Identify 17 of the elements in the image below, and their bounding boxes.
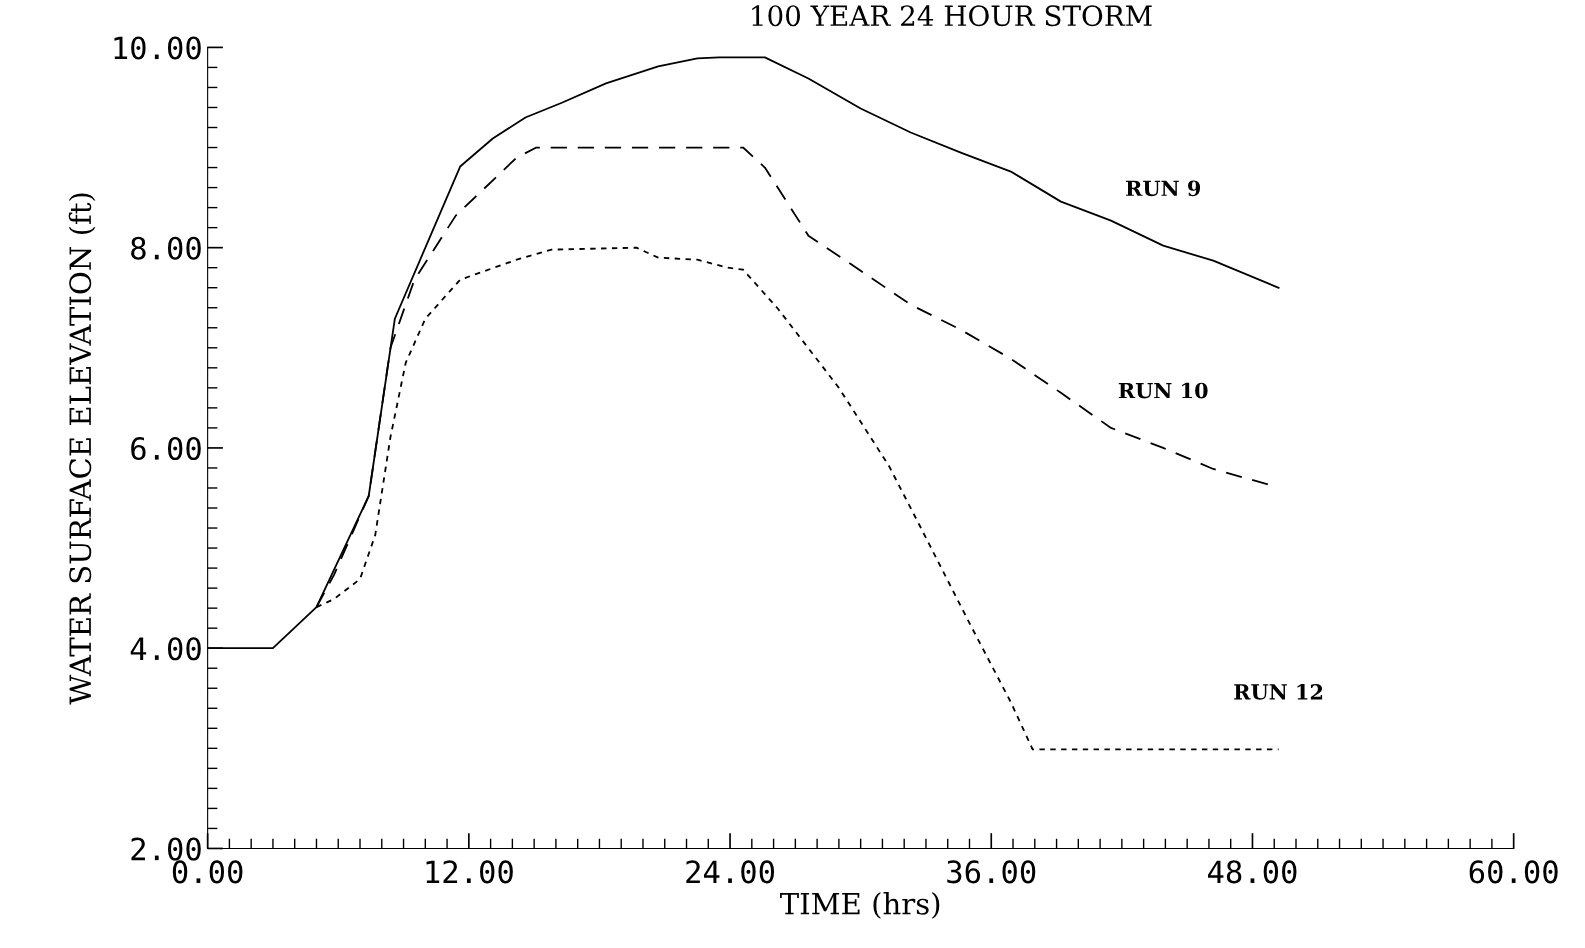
x-tick-label: 12.00 (426, 860, 513, 884)
y-axis-title: WATER SURFACE ELEVATION (ft) (68, 193, 96, 705)
x-tick-label: 24.00 (686, 860, 775, 884)
y-tick-label: 10.00 (114, 36, 201, 60)
x-tick-label: 0.00 (172, 860, 243, 884)
y-tick-label: 2.00 (131, 837, 201, 861)
x-tick-label: 48.00 (1208, 860, 1297, 884)
text: RUN 12 (1234, 684, 1323, 700)
x-tick-label: 36.00 (947, 860, 1036, 884)
y-tick-label: 6.00 (131, 436, 201, 461)
y-tick-label: 8.00 (131, 236, 201, 260)
series-label: RUN 9 (1126, 180, 1201, 197)
series-label: RUN 10 (1118, 382, 1208, 399)
x-axis-title: TIME (hrs) (780, 892, 940, 919)
chart-title: 100 YEAR 24 HOUR STORM (752, 5, 1152, 27)
x-tick-label: 60.00 (1469, 860, 1558, 884)
y-tick-label: 4.00 (130, 637, 201, 661)
